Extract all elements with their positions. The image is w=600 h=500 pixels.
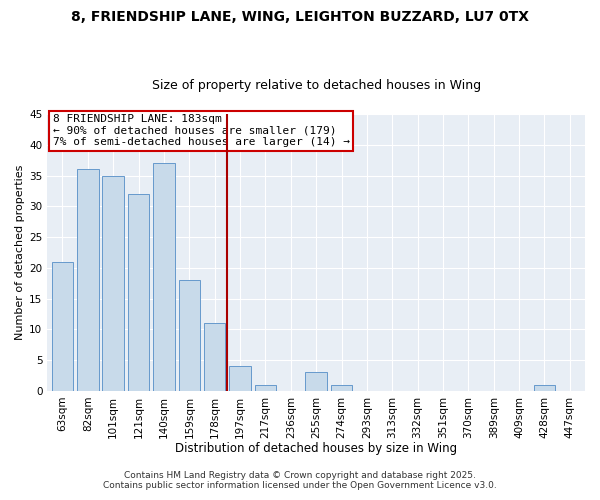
Bar: [77, 170, 98, 391]
Text: 8, FRIENDSHIP LANE, WING, LEIGHTON BUZZARD, LU7 0TX: 8, FRIENDSHIP LANE, WING, LEIGHTON BUZZA…: [71, 10, 529, 24]
Bar: [153, 163, 175, 391]
Bar: [52, 262, 73, 391]
X-axis label: Distribution of detached houses by size in Wing: Distribution of detached houses by size …: [175, 442, 457, 455]
Bar: [204, 323, 226, 391]
Bar: [305, 372, 327, 391]
Bar: [229, 366, 251, 391]
Title: Size of property relative to detached houses in Wing: Size of property relative to detached ho…: [152, 79, 481, 92]
Bar: [533, 384, 555, 391]
Bar: [254, 384, 276, 391]
Bar: [103, 176, 124, 391]
Text: 8 FRIENDSHIP LANE: 183sqm
← 90% of detached houses are smaller (179)
7% of semi-: 8 FRIENDSHIP LANE: 183sqm ← 90% of detac…: [53, 114, 350, 147]
Bar: [179, 280, 200, 391]
Y-axis label: Number of detached properties: Number of detached properties: [15, 164, 25, 340]
Bar: [128, 194, 149, 391]
Bar: [331, 384, 352, 391]
Text: Contains HM Land Registry data © Crown copyright and database right 2025.
Contai: Contains HM Land Registry data © Crown c…: [103, 470, 497, 490]
